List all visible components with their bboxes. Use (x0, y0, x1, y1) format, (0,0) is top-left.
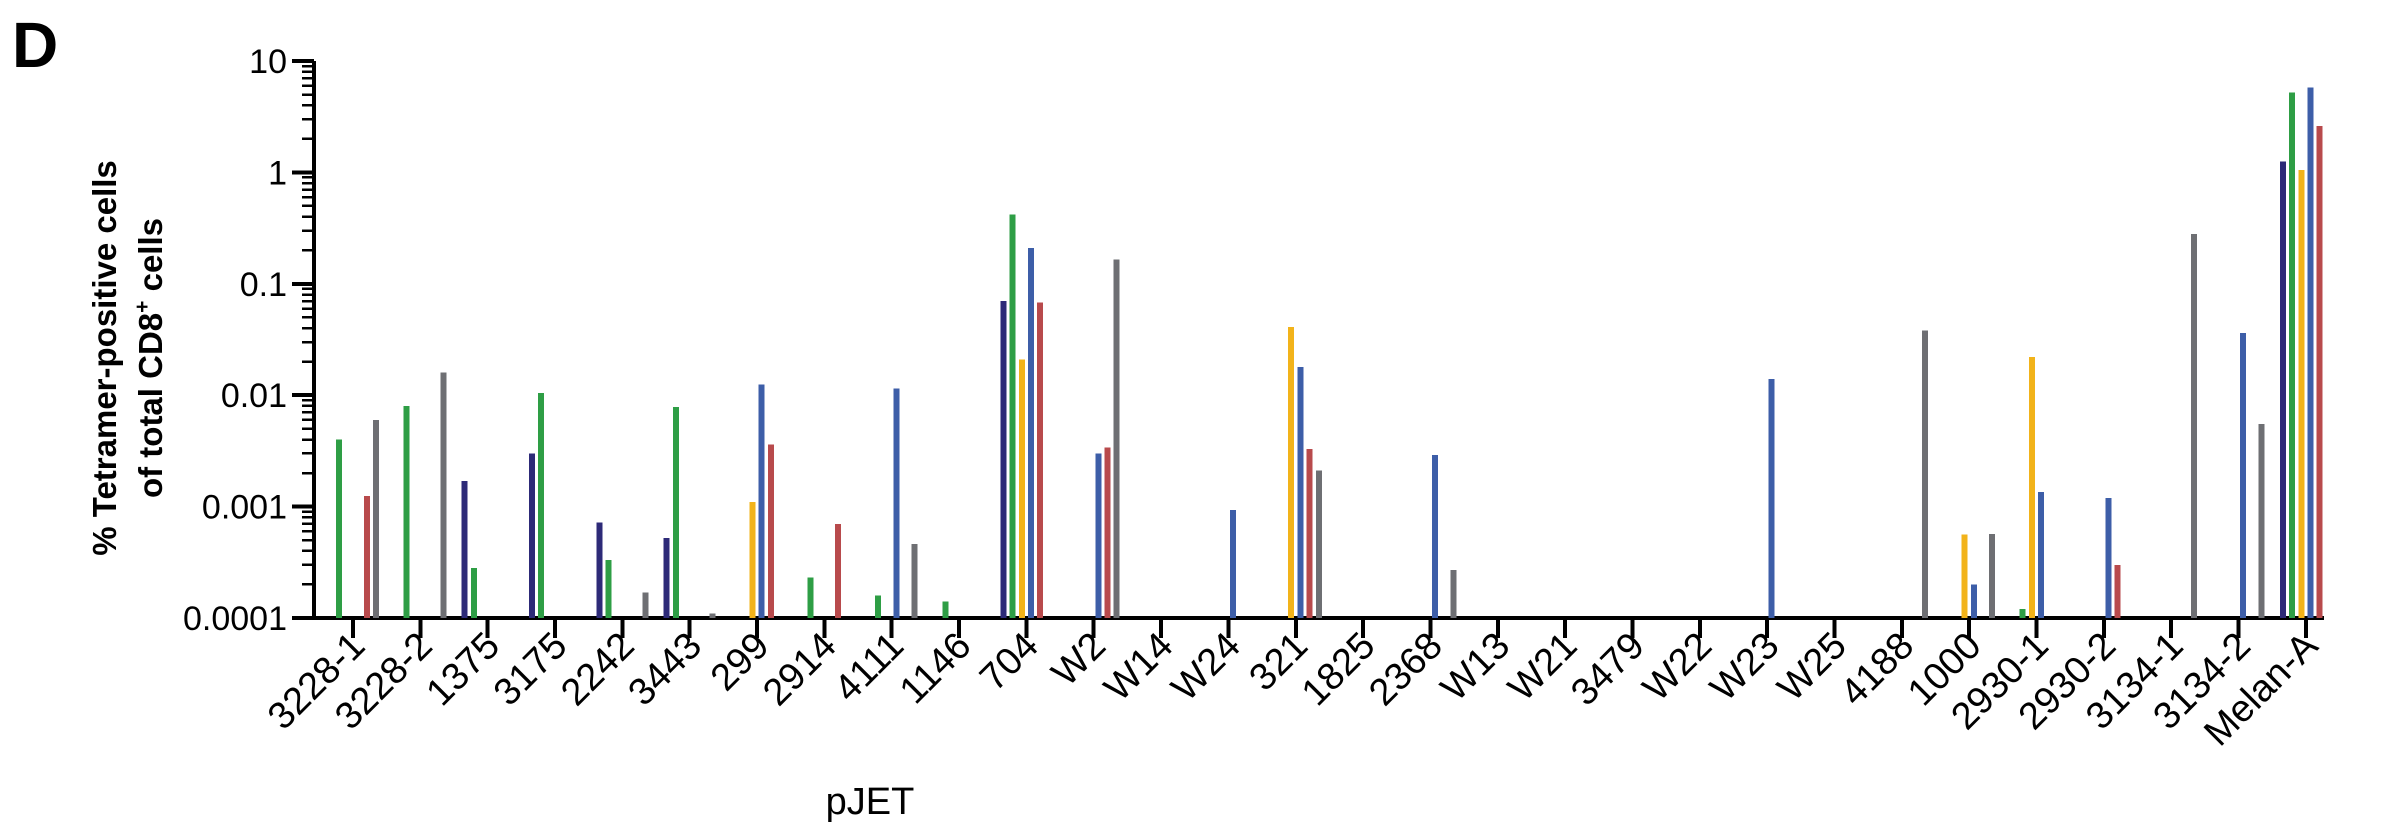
bar-2242-series-2 (605, 560, 612, 618)
y-tick-label: 0.001 (202, 489, 287, 527)
bar-704-series-4 (1028, 247, 1034, 618)
y-axis-title-line-2-suffix: cells (132, 218, 169, 301)
bar-321-series-4 (1297, 366, 1304, 618)
bar-Melan-A-series-2 (2289, 92, 2296, 619)
x-tick-label: 3479 (1563, 625, 1652, 714)
bar-3228-1-series-6 (373, 419, 379, 618)
x-tick-label: W23 (1703, 625, 1788, 710)
bar-321-series-6 (1315, 470, 1322, 618)
bar-1375-series-1 (461, 480, 468, 618)
plot-area: 0.00010.0010.010.11103228-13228-21375317… (183, 43, 2327, 754)
x-tick-label: 1375 (419, 625, 508, 714)
x-tick-label: 2242 (553, 625, 642, 714)
y-tick-label: 1 (268, 154, 287, 192)
bar-1000-series-4 (1970, 584, 1977, 618)
bar-3443-series-1 (663, 538, 670, 618)
bar-1146-series-2 (942, 601, 949, 618)
bar-2914-series-5 (835, 523, 842, 618)
y-axis-title-line-2: of total CD8+ cells (131, 218, 169, 498)
bar-W24-series-4 (1230, 510, 1237, 618)
panel-label: D (12, 9, 58, 81)
bar-W2-series-6 (1113, 259, 1120, 618)
bar-704-series-1 (1000, 301, 1007, 618)
bar-W2-series-5 (1104, 447, 1111, 618)
y-axis-title-line-1: % Tetramer-positive cells (86, 160, 123, 556)
x-axis-title: pJET (826, 781, 915, 823)
y-tick-label: 0.0001 (183, 600, 287, 638)
bar-Melan-A-series-1 (2279, 161, 2286, 618)
bar-3228-1-series-2 (336, 439, 343, 618)
bar-3175-series-2 (538, 392, 545, 618)
bar-1000-series-6 (1989, 533, 1996, 618)
x-tick-label: 2368 (1361, 625, 1450, 714)
x-tick-label: 2914 (755, 625, 844, 714)
bar-3228-2-series-2 (403, 405, 410, 618)
bar-3443-series-6 (709, 613, 716, 618)
x-tick-label: 1146 (892, 625, 979, 712)
bar-3228-1-series-5 (363, 495, 370, 618)
x-tick-label: W25 (1770, 625, 1855, 710)
bar-704-series-3 (1018, 359, 1025, 618)
x-tick-label: 1825 (1294, 625, 1383, 714)
bar-4111-series-4 (893, 388, 900, 618)
bar-4111-series-6 (911, 544, 918, 618)
x-tick-label: W14 (1096, 625, 1181, 710)
bar-2930-2-series-5 (2114, 564, 2121, 618)
bar-3175-series-1 (529, 453, 536, 618)
bar-3228-2-series-6 (440, 372, 447, 618)
bar-321-series-5 (1306, 448, 1313, 618)
bar-3134-2-series-4 (2240, 333, 2247, 618)
bar-1375-series-2 (470, 568, 477, 618)
x-tick-label: 704 (972, 625, 1047, 700)
y-tick-label: 0.1 (240, 266, 287, 304)
bar-2930-2-series-4 (2105, 497, 2112, 618)
bar-Melan-A-series-3 (2298, 170, 2305, 619)
x-tick-label: W13 (1433, 625, 1518, 710)
bar-2930-1-series-4 (2038, 492, 2045, 618)
bar-2930-1-series-2 (2019, 609, 2026, 618)
bar-W2-series-4 (1095, 453, 1102, 618)
x-tick-label: W21 (1501, 625, 1586, 710)
y-axis-title-superscript: + (131, 301, 154, 313)
y-tick-label: 0.01 (221, 377, 287, 415)
bar-299-series-5 (767, 444, 774, 618)
bar-2242-series-1 (596, 522, 603, 618)
x-tick-label: 3443 (621, 625, 710, 714)
bar-3134-1-series-6 (2191, 233, 2198, 618)
bar-2368-series-4 (1432, 455, 1439, 618)
y-axis-title-line-2-prefix: of total CD8 (132, 313, 169, 498)
y-tick-label: 10 (249, 43, 287, 81)
bar-2368-series-6 (1450, 569, 1457, 618)
bar-704-series-2 (1009, 214, 1016, 618)
bar-2242-series-6 (642, 592, 649, 618)
bar-3443-series-2 (672, 407, 679, 618)
bar-Melan-A-series-4 (2307, 87, 2314, 618)
bar-Melan-A-series-5 (2316, 126, 2323, 618)
x-tick-label: W22 (1635, 625, 1720, 710)
y-axis-title: % Tetramer-positive cells of total CD8+ … (86, 160, 169, 556)
x-tick-label: 4111 (827, 625, 912, 710)
bar-4111-series-2 (874, 595, 881, 618)
x-tick-label: W24 (1164, 625, 1249, 710)
bar-299-series-3 (749, 501, 756, 618)
x-tick-label: 4188 (1833, 625, 1922, 714)
bar-3134-2-series-6 (2258, 424, 2265, 618)
bar-299-series-4 (758, 384, 765, 618)
bar-4188-series-6 (1921, 330, 1928, 618)
bar-2914-series-2 (807, 577, 814, 618)
bar-321-series-3 (1288, 326, 1295, 618)
bar-1000-series-3 (1961, 534, 1968, 618)
bar-704-series-5 (1037, 302, 1044, 618)
bar-W23-series-4 (1768, 378, 1775, 618)
bar-2930-1-series-3 (2028, 357, 2035, 618)
x-tick-label: 3175 (486, 625, 575, 714)
